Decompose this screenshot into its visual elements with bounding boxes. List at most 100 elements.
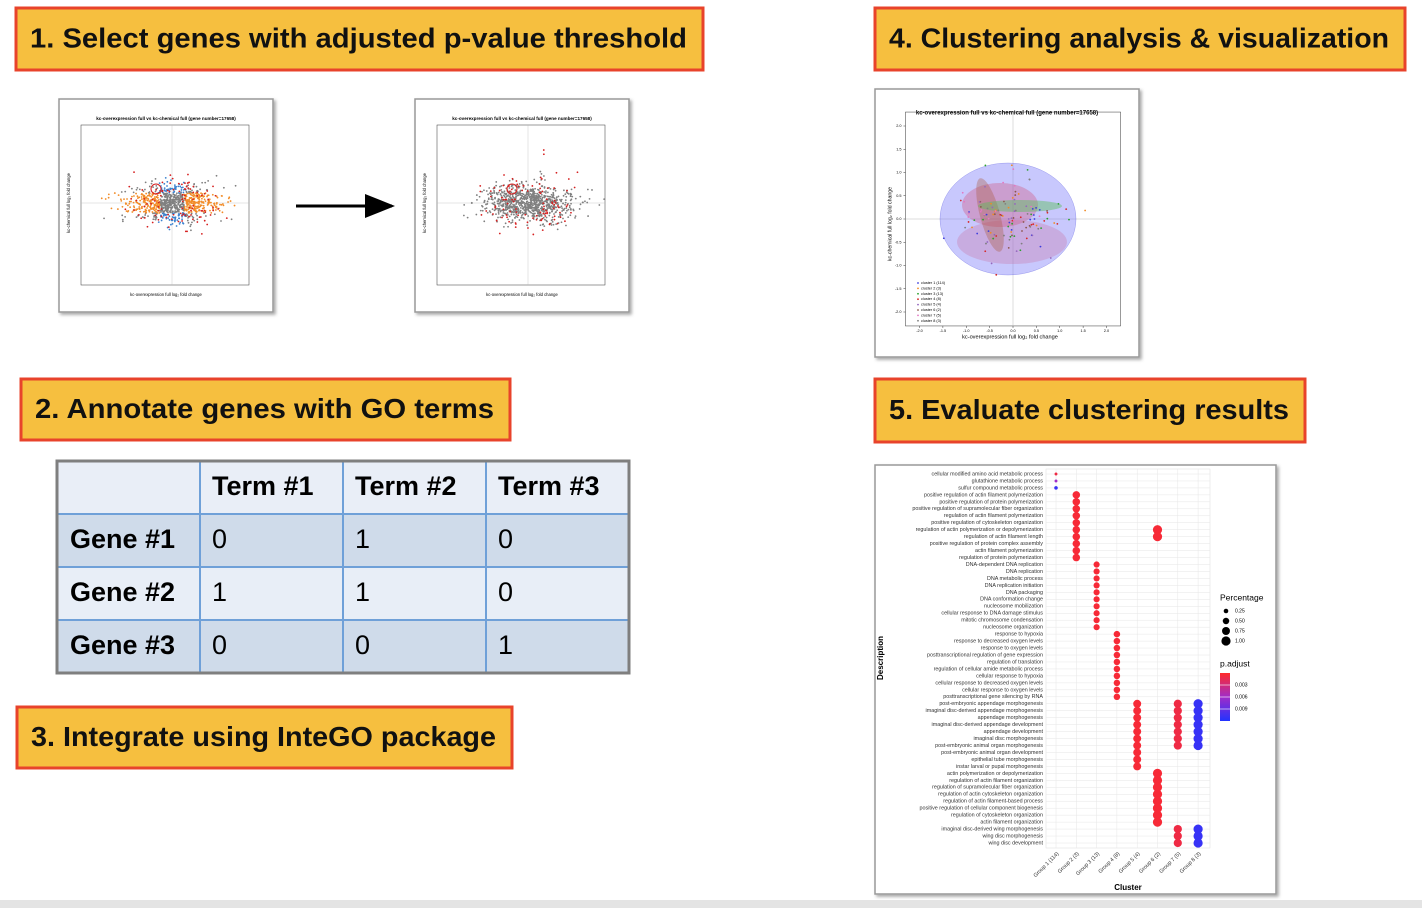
point — [540, 185, 543, 188]
point — [152, 218, 155, 221]
point — [987, 230, 990, 233]
point — [521, 202, 524, 204]
point — [155, 208, 158, 211]
point — [532, 217, 534, 220]
y-tick-label: regulation of actin filament length — [964, 534, 1043, 540]
step-label: 2. Annotate genes with GO terms — [35, 393, 494, 424]
point — [182, 191, 185, 194]
point — [142, 190, 145, 193]
point — [509, 205, 512, 208]
point — [199, 216, 202, 218]
point — [1038, 208, 1041, 211]
y-tick-label: cellular modified amino acid metabolic p… — [932, 471, 1044, 477]
point — [508, 187, 511, 189]
point — [542, 202, 545, 205]
point — [553, 218, 556, 221]
point — [214, 194, 217, 197]
point — [150, 207, 153, 210]
point — [196, 207, 199, 210]
point — [196, 191, 199, 194]
point — [495, 181, 498, 183]
point — [971, 226, 973, 229]
point — [560, 221, 563, 224]
dot — [1093, 561, 1100, 568]
point — [161, 189, 164, 192]
point — [516, 183, 519, 186]
point — [206, 223, 209, 226]
point — [187, 204, 189, 206]
point — [202, 204, 205, 207]
point — [209, 209, 211, 212]
dot — [1193, 706, 1203, 716]
point — [542, 175, 545, 177]
point — [524, 188, 527, 190]
point — [462, 214, 465, 217]
point — [505, 192, 508, 195]
point — [128, 200, 131, 203]
point — [190, 201, 193, 204]
point — [540, 214, 543, 216]
dot — [1133, 734, 1142, 743]
point — [525, 180, 528, 183]
point — [553, 206, 556, 208]
point — [501, 200, 504, 203]
point — [500, 196, 503, 199]
point — [160, 219, 163, 222]
point — [483, 189, 485, 192]
dot — [1072, 505, 1081, 513]
point — [163, 189, 166, 192]
dot — [1173, 838, 1182, 848]
point — [1011, 197, 1014, 199]
point — [155, 188, 157, 191]
point — [495, 192, 498, 195]
y-tick-label: post-embryonic animal organ development — [941, 750, 1043, 756]
point — [212, 206, 214, 209]
point — [173, 195, 176, 198]
point — [190, 229, 192, 232]
point — [551, 221, 554, 223]
point — [528, 193, 530, 196]
point — [1031, 207, 1034, 210]
point — [200, 200, 203, 203]
point — [504, 212, 507, 215]
point — [1029, 226, 1032, 228]
point — [532, 198, 534, 201]
point — [515, 208, 517, 210]
point — [177, 203, 179, 206]
point — [121, 205, 124, 208]
point — [567, 216, 570, 219]
point — [517, 214, 520, 217]
point — [187, 221, 190, 224]
point — [563, 207, 566, 210]
point — [137, 214, 140, 216]
point — [161, 204, 163, 207]
point — [166, 196, 169, 199]
dot — [1093, 589, 1100, 596]
point — [199, 188, 202, 191]
point — [537, 198, 540, 201]
point — [564, 201, 567, 204]
point — [542, 223, 545, 226]
column-header: Term #3 — [498, 471, 600, 501]
point — [514, 196, 517, 199]
point — [505, 198, 508, 201]
point — [172, 213, 175, 216]
point — [979, 205, 982, 208]
point — [554, 201, 557, 204]
point — [552, 207, 555, 210]
point — [184, 182, 186, 185]
point — [545, 216, 548, 219]
point — [553, 215, 556, 218]
point — [188, 198, 190, 201]
point — [203, 219, 206, 222]
point — [152, 206, 155, 209]
point — [188, 197, 191, 199]
point — [540, 209, 543, 212]
point — [181, 220, 183, 222]
legend-marker — [917, 282, 919, 284]
step-label: 1. Select genes with adjusted p-value th… — [30, 22, 687, 53]
dot — [1072, 539, 1081, 548]
point — [1019, 249, 1022, 252]
y-tick-label: cellular response to DNA damage stimulus — [941, 611, 1043, 617]
point — [546, 212, 549, 215]
